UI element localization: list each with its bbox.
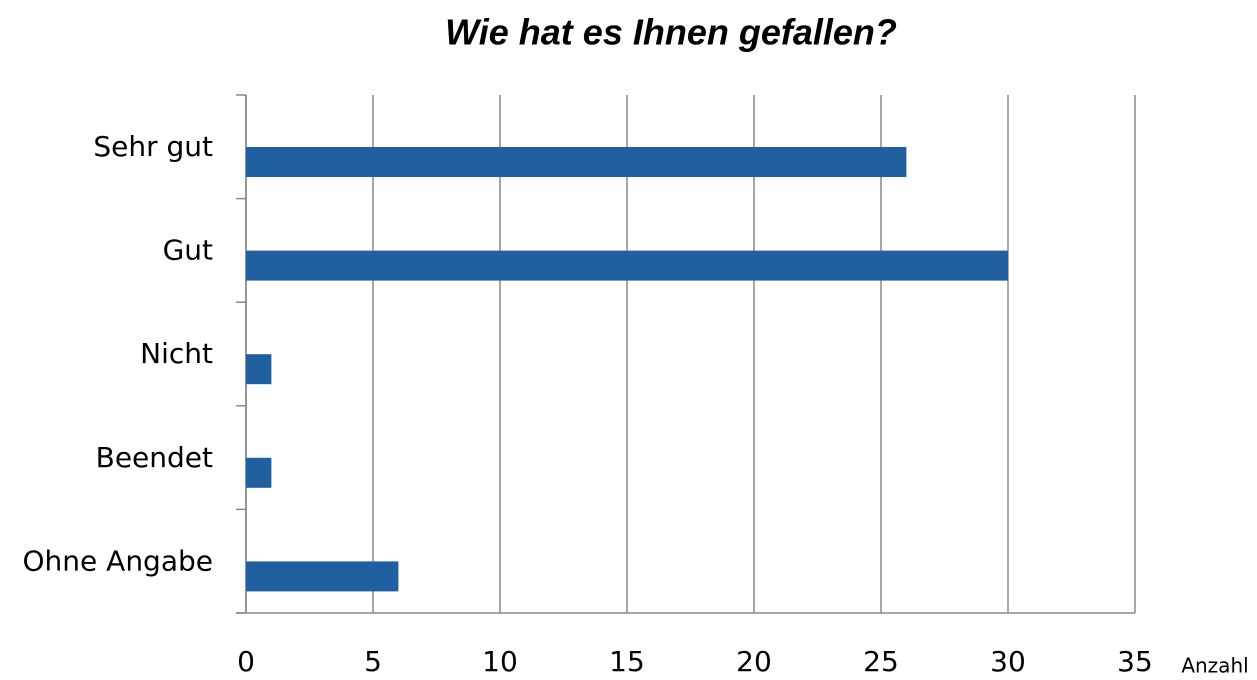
bar — [246, 457, 272, 488]
chart-title: Wie hat es Ihnen gefallen? — [445, 12, 897, 53]
x-tick-label: 20 — [736, 645, 772, 678]
y-tick-label: Beendet — [96, 441, 213, 474]
x-tick-label: 35 — [1117, 645, 1153, 678]
y-tick-label: Nicht — [140, 337, 213, 370]
y-tick-label: Ohne Angabe — [23, 544, 214, 577]
bar — [246, 354, 272, 385]
bar — [246, 147, 907, 177]
x-tick-label: 10 — [482, 645, 518, 678]
y-tick-label: Sehr gut — [93, 130, 213, 163]
x-axis-label: Anzahl — [1181, 654, 1248, 678]
x-tick-label: 0 — [237, 645, 255, 678]
x-tick-label: 15 — [609, 645, 645, 678]
bar — [246, 250, 1008, 281]
bar — [246, 561, 399, 592]
x-tick-label: 30 — [990, 645, 1026, 678]
x-tick-label: 25 — [863, 645, 899, 678]
y-tick-label: Gut — [163, 234, 213, 267]
x-tick-label: 5 — [364, 645, 382, 678]
